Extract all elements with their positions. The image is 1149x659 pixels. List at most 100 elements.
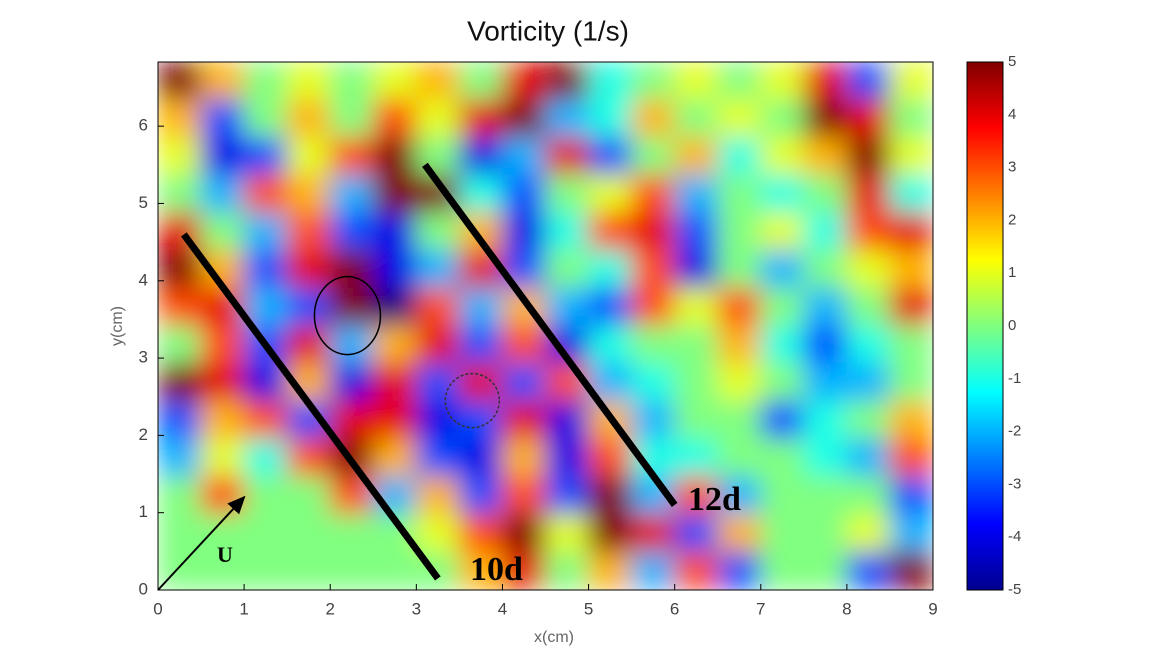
field-cell xyxy=(329,174,374,214)
field-cell xyxy=(717,438,762,478)
field-cell xyxy=(329,62,374,101)
field-cell xyxy=(846,325,891,365)
field-cell xyxy=(588,438,633,478)
field-cell xyxy=(458,400,503,440)
field-cell xyxy=(372,62,417,101)
field-cell xyxy=(889,287,933,327)
x-axis-label: x(cm) xyxy=(534,629,574,646)
field-cell xyxy=(501,62,546,101)
field-cell xyxy=(415,99,460,138)
y-tick-label: 4 xyxy=(139,270,148,289)
field-cell xyxy=(803,287,848,327)
field-cell xyxy=(674,287,719,327)
field-cell xyxy=(286,287,331,327)
field-cell xyxy=(243,136,288,176)
field-cell xyxy=(329,99,374,138)
plot-frame xyxy=(157,61,934,591)
field-cell xyxy=(286,438,331,478)
field-cell xyxy=(158,400,202,440)
y-tick-label: 5 xyxy=(139,193,148,212)
field-cell xyxy=(803,363,848,402)
x-tick-label: 4 xyxy=(498,599,507,618)
field-cell xyxy=(717,551,762,590)
field-cell xyxy=(545,250,590,289)
field-cell xyxy=(329,400,374,440)
field-cell xyxy=(458,476,503,516)
x-tick-label: 8 xyxy=(842,599,851,618)
field-cell xyxy=(501,325,546,365)
field-cell xyxy=(889,212,933,252)
field-cell xyxy=(631,250,676,289)
y-tick-label: 6 xyxy=(139,116,148,135)
field-cell xyxy=(243,62,288,101)
field-cell xyxy=(158,62,202,101)
field-cell xyxy=(760,438,805,478)
field-cell xyxy=(760,325,805,365)
field-cell xyxy=(760,287,805,327)
field-cell xyxy=(846,400,891,440)
field-cell xyxy=(415,438,460,478)
wake-line xyxy=(422,162,678,508)
field-cell xyxy=(631,136,676,176)
colorbar-tick-label: 0 xyxy=(1008,317,1016,334)
annotation: 10d xyxy=(470,551,523,588)
x-tick-label: 2 xyxy=(325,599,334,618)
field-cell xyxy=(889,325,933,365)
field-cell xyxy=(631,212,676,252)
x-tick-label: 1 xyxy=(239,599,248,618)
field-cell xyxy=(501,476,546,516)
field-cell xyxy=(501,174,546,214)
field-cell xyxy=(372,325,417,365)
colorbar-tick-label: -4 xyxy=(1008,528,1021,545)
field-cell xyxy=(588,136,633,176)
colorbar-tick-label: 2 xyxy=(1008,211,1016,228)
field-cell xyxy=(200,174,245,214)
field-cell xyxy=(545,514,590,553)
field-cell xyxy=(158,325,202,365)
field-cell xyxy=(458,363,503,402)
annotation: U xyxy=(217,542,233,567)
field-cell xyxy=(545,212,590,252)
field-cell xyxy=(545,287,590,327)
field-cell xyxy=(545,174,590,214)
field-cell xyxy=(458,287,503,327)
field-cell xyxy=(243,99,288,138)
field-cell xyxy=(588,250,633,289)
field-cell xyxy=(545,476,590,516)
field-cell xyxy=(760,136,805,176)
field-cell xyxy=(889,514,933,553)
field-cell xyxy=(200,212,245,252)
field-cell xyxy=(243,438,288,478)
field-cell xyxy=(501,99,546,138)
field-cell xyxy=(889,438,933,478)
field-cell xyxy=(803,62,848,101)
field-cell xyxy=(717,250,762,289)
field-cell xyxy=(158,438,202,478)
field-cell xyxy=(588,62,633,101)
field-cell xyxy=(243,476,288,516)
field-cell xyxy=(501,363,546,402)
field-cell xyxy=(545,438,590,478)
field-cell xyxy=(158,174,202,214)
field-cell xyxy=(717,325,762,365)
field-cell xyxy=(329,325,374,365)
field-cell xyxy=(717,62,762,101)
field-cell xyxy=(286,212,331,252)
x-tick-label: 7 xyxy=(756,599,765,618)
field-cell xyxy=(158,363,202,402)
field-cell xyxy=(329,212,374,252)
field-cell xyxy=(372,212,417,252)
field-cell xyxy=(286,136,331,176)
flow-arrow xyxy=(157,495,246,591)
field-cell xyxy=(458,438,503,478)
field-cell xyxy=(286,62,331,101)
field-cell xyxy=(760,476,805,516)
field-cell xyxy=(243,174,288,214)
field-cell xyxy=(674,363,719,402)
field-cell xyxy=(760,62,805,101)
field-cell xyxy=(329,363,374,402)
colorbar-tick-label: 5 xyxy=(1008,53,1016,70)
field-cell xyxy=(329,551,374,590)
field-cell xyxy=(717,514,762,553)
field-cell xyxy=(415,62,460,101)
